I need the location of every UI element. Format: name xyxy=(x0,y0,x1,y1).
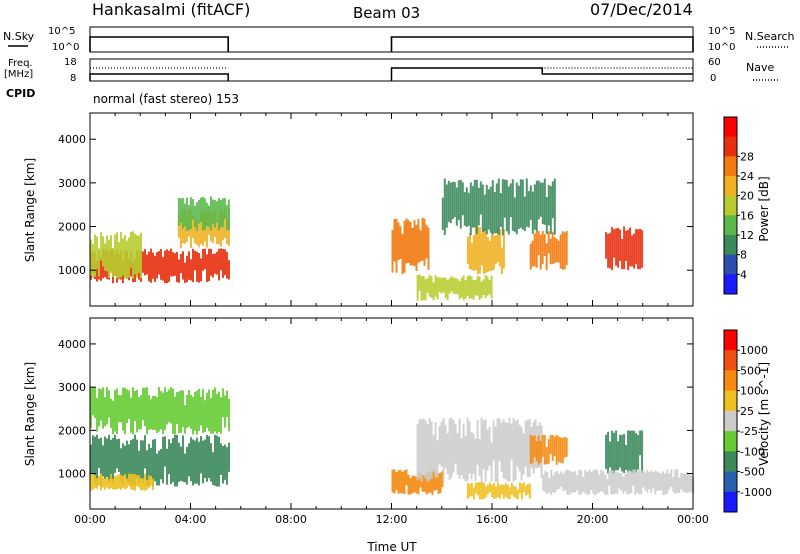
power-echo-region-6 xyxy=(466,226,505,275)
freq-tick-top: 18 xyxy=(64,57,77,68)
power-echo-region-7 xyxy=(529,230,568,271)
nsearch-label: N.Search xyxy=(745,30,795,43)
power-colorbar-swatch-1 xyxy=(724,136,737,157)
power-colorbar-swatch-8 xyxy=(724,274,737,295)
velocity-ytick-label-3: 4000 xyxy=(58,338,86,351)
noise-strip: N.Sky 10^5 10^0 10^5 10^0 N.Search xyxy=(3,26,795,53)
power-colorbar-swatch-7 xyxy=(724,254,737,275)
velocity-colorbar-tick-5: -100 xyxy=(740,445,765,458)
velocity-echo-region-1 xyxy=(90,387,230,435)
velocity-echo-region-8 xyxy=(542,469,695,496)
power-ytick-label-3: 4000 xyxy=(58,133,86,146)
power-echo-region-3 xyxy=(177,196,230,231)
power-colorbar-label: Power [dB] xyxy=(757,176,771,241)
power-echo-region-8 xyxy=(605,226,644,271)
velocity-colorbar-tick-3: 25 xyxy=(740,405,754,418)
velocity-colorbar-tick-2: 100 xyxy=(740,385,761,398)
power-colorbar-tick-5: 24 xyxy=(740,170,754,183)
velocity-panel: 1000 2000 3000 4000 00:00 04:00 08:00 12:00 16:0… xyxy=(23,317,709,526)
velocity-ylabel: Slant Range [km] xyxy=(23,362,37,466)
cpid-label: CPID xyxy=(6,87,35,100)
velocity-ytick-label-0: 1000 xyxy=(58,468,86,481)
power-echo-region-5 xyxy=(416,274,493,301)
velocity-colorbar-tick-6: -500 xyxy=(740,466,765,479)
velocity-colorbar-tick-1: 500 xyxy=(740,364,761,377)
power-echo-region-1 xyxy=(90,231,142,279)
velocity-colorbar-tick-7: -1000 xyxy=(740,486,772,499)
noise-tick-left-top: 10^5 xyxy=(48,26,75,37)
x-tick-label-0: 00:00 xyxy=(74,513,106,526)
x-tick-label-5: 20:00 xyxy=(577,513,609,526)
velocity-colorbar-swatch-3 xyxy=(724,390,737,412)
power-colorbar-tick-2: 12 xyxy=(740,229,754,242)
velocity-colorbar-swatch-0 xyxy=(724,330,737,351)
cpid-value: normal (fast stereo) 153 xyxy=(93,92,239,106)
power-colorbar-tick-1: 8 xyxy=(740,249,747,262)
freq-tick-bottom: 8 xyxy=(70,73,76,84)
power-colorbar-tick-0: 4 xyxy=(740,268,747,281)
velocity-echo-region-6 xyxy=(529,434,568,465)
velocity-colorbar-swatch-8 xyxy=(724,491,737,513)
velocity-echo-region-5 xyxy=(466,482,531,500)
noise-tick-right-bottom: 10^0 xyxy=(708,42,735,53)
nave-tick-bottom: 0 xyxy=(710,73,716,84)
power-colorbar-tick-3: 16 xyxy=(740,209,754,222)
x-tick-label-4: 16:00 xyxy=(476,513,508,526)
power-echo-region-4 xyxy=(391,217,430,275)
power-panel: 1000 2000 3000 4000 Slant Range [km] xyxy=(23,112,694,307)
velocity-colorbar-tick-4: -25 xyxy=(740,425,758,438)
nsky-label: N.Sky xyxy=(3,30,35,43)
velocity-echo-region-3 xyxy=(391,469,444,496)
power-colorbar-swatch-6 xyxy=(724,235,737,256)
nave-tick-top: 60 xyxy=(708,57,721,68)
beam-title: Beam 03 xyxy=(353,4,420,22)
power-colorbar-swatch-2 xyxy=(724,156,737,177)
freq-label-line2: [MHz] xyxy=(4,69,33,80)
freq-strip: Freq. [MHz] 18 8 60 0 Nave xyxy=(4,57,778,84)
power-ytick-label-1: 2000 xyxy=(58,221,86,234)
power-colorbar-tick-6: 28 xyxy=(740,150,754,163)
noise-tick-right-top: 10^5 xyxy=(708,26,735,37)
freq-label-line1: Freq. xyxy=(8,58,33,69)
velocity-colorbar: 1000 500 100 25 -25 -100 -500 -1000 xyxy=(723,329,772,513)
x-tick-label-2: 08:00 xyxy=(275,513,307,526)
power-colorbar-tick-4: 20 xyxy=(740,190,754,203)
nave-trace-0 xyxy=(89,73,229,81)
velocity-colorbar-swatch-7 xyxy=(724,471,737,493)
velocity-colorbar-swatch-5 xyxy=(724,431,737,452)
noise-tick-left-bottom: 10^0 xyxy=(52,42,79,53)
velocity-colorbar-tick-0: 1000 xyxy=(740,344,768,357)
velocity-ytick-label-2: 3000 xyxy=(58,381,86,394)
velocity-colorbar-swatch-4 xyxy=(724,410,737,432)
velocity-echo-region-7 xyxy=(605,430,644,474)
nave-label: Nave xyxy=(746,61,774,74)
velocity-colorbar-swatch-2 xyxy=(724,370,737,392)
velocity-ytick-label-1: 2000 xyxy=(58,424,86,437)
velocity-colorbar-label: Velocity [m s^-1] xyxy=(757,362,771,466)
noise-trace-0 xyxy=(89,36,229,52)
power-colorbar-swatch-4 xyxy=(724,195,737,216)
power-colorbar-swatch-5 xyxy=(724,215,737,236)
x-tick-label-1: 04:00 xyxy=(175,513,207,526)
velocity-colorbar-swatch-6 xyxy=(724,451,737,473)
date-title: 07/Dec/2014 xyxy=(590,0,693,19)
velocity-echo-region-0 xyxy=(90,434,230,487)
velocity-echo-region-2 xyxy=(90,473,154,491)
power-ytick-label-2: 3000 xyxy=(58,177,86,190)
station-title: Hankasalmi (fitACF) xyxy=(92,0,250,19)
velocity-colorbar-swatch-1 xyxy=(724,350,737,371)
power-ytick-label-0: 1000 xyxy=(58,264,86,277)
nave-trace-1 xyxy=(390,67,693,81)
x-tick-label-6: 00:00 xyxy=(677,513,709,526)
x-axis-label: Time UT xyxy=(366,540,417,554)
power-colorbar: 4 8 12 16 20 24 28 xyxy=(723,116,754,295)
power-ylabel: Slant Range [km] xyxy=(23,158,37,262)
power-colorbar-swatch-0 xyxy=(724,117,737,138)
power-colorbar-swatch-3 xyxy=(724,176,737,197)
power-echo-region-9 xyxy=(441,178,556,236)
x-tick-label-3: 12:00 xyxy=(376,513,408,526)
noise-trace-1 xyxy=(390,36,694,52)
